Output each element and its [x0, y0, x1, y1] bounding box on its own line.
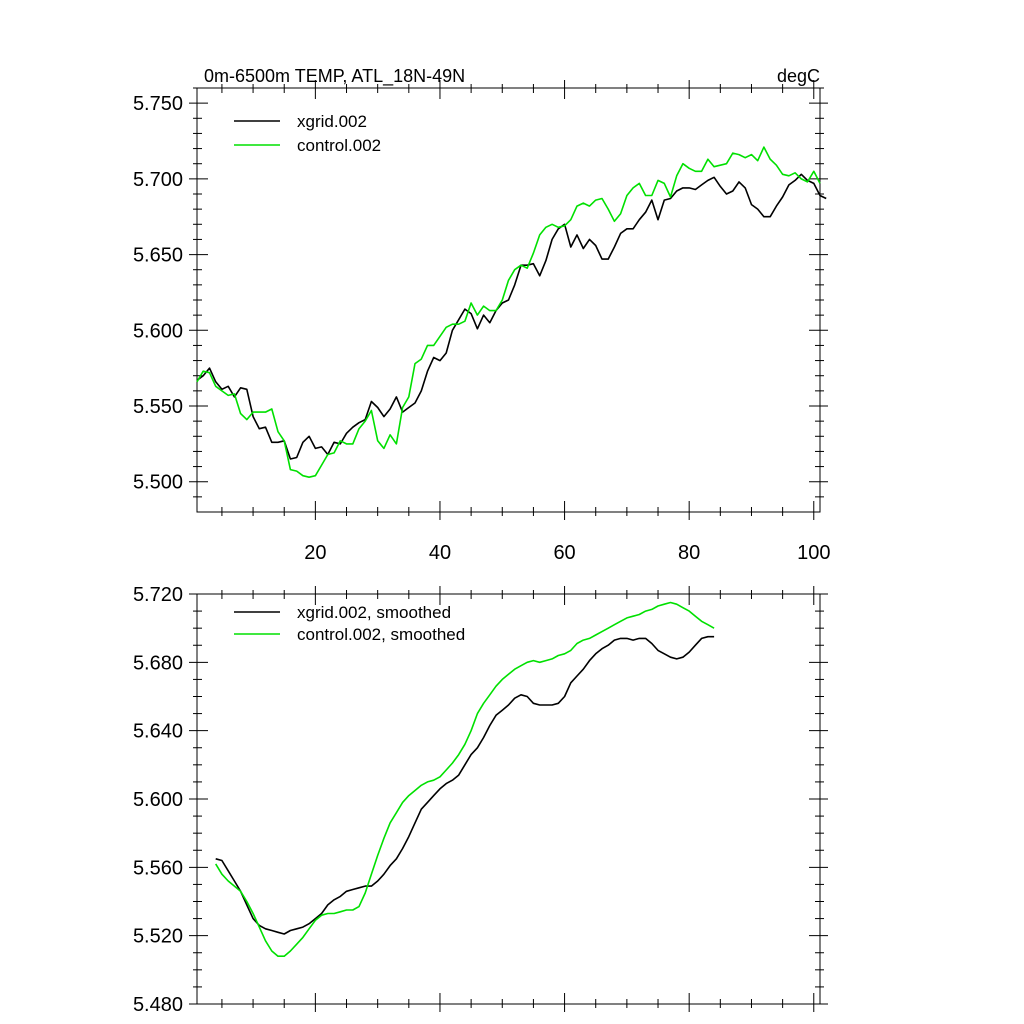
series-line-xgrid [215, 635, 715, 935]
bottom-panel: 5.480 5.520 5.560 5.600 5.640 5.680 5.720 xgri… [133, 584, 828, 1016]
y-axis-labels: 5.480 5.520 5.560 5.600 5.640 5.680 5.720 [133, 584, 183, 1016]
x-tick-label: 80 [678, 542, 700, 564]
axis-ticks [189, 586, 828, 1012]
legend: xgrid.002, smoothed control.002, smoothe… [234, 603, 465, 644]
series-line-xgrid [196, 173, 827, 460]
legend-label-xgrid: xgrid.002 [297, 112, 367, 131]
y-tick-label: 5.720 [133, 584, 183, 606]
x-tick-label: 100 [797, 542, 830, 564]
legend-label-control-smoothed: control.002, smoothed [297, 625, 465, 644]
series-line-control [215, 601, 715, 958]
y-tick-label: 5.550 [133, 396, 183, 418]
top-panel: 0m-6500m TEMP, ATL_18N-49N degC 5.5005.5… [133, 66, 831, 564]
x-tick-label: 20 [304, 542, 326, 564]
x-axis-labels: 20 40 60 80 100 [304, 542, 830, 564]
series-layer [215, 601, 715, 958]
y-tick-label: 5.480 [133, 994, 183, 1016]
legend-label-xgrid-smoothed: xgrid.002, smoothed [297, 603, 451, 622]
y-tick-label: 5.650 [133, 245, 183, 267]
chart-title: 0m-6500m TEMP, ATL_18N-49N [204, 66, 465, 87]
y-tick-label: 5.600 [133, 320, 183, 342]
y-tick-label: 5.700 [133, 169, 183, 191]
units-label: degC [777, 66, 820, 86]
series-layer [196, 146, 827, 479]
y-tick-label: 5.680 [133, 652, 183, 674]
legend-label-control: control.002 [297, 136, 381, 155]
plot-frame [196, 593, 821, 1005]
y-tick-label: 5.640 [133, 721, 183, 743]
y-axis-labels: 5.500 5.550 5.600 5.650 5.700 5.750 [133, 93, 183, 494]
y-tick-label: 5.600 [133, 789, 183, 811]
x-tick-label: 40 [429, 542, 451, 564]
y-tick-label: 5.500 [133, 472, 183, 494]
x-tick-label: 60 [553, 542, 575, 564]
series-line-control [196, 146, 821, 479]
y-tick-label: 5.520 [133, 926, 183, 948]
y-tick-label: 5.560 [133, 857, 183, 879]
y-tick-label: 5.750 [133, 93, 183, 115]
legend: xgrid.002 control.002 [234, 112, 381, 155]
